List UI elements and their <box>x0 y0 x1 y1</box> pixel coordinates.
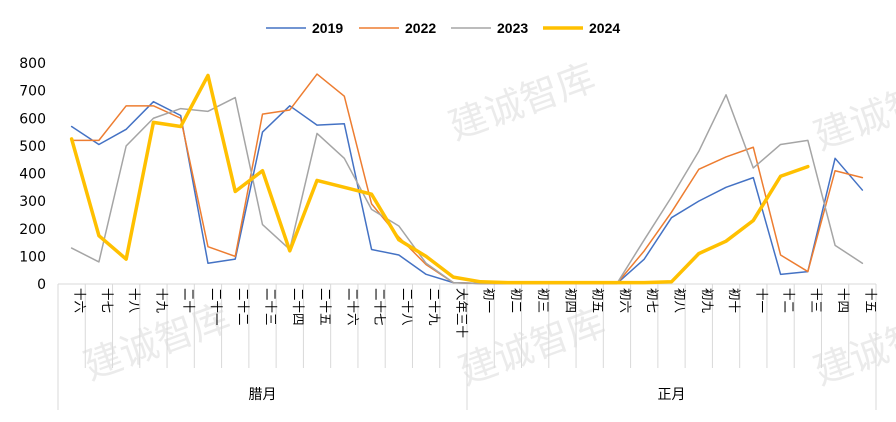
x-tick-label-大年三十: 大年三十 <box>454 288 469 338</box>
x-tick-label-廿四: 二十四 <box>291 288 306 326</box>
x-tick-label-十四: 十四 <box>836 288 851 313</box>
legend-label-2023: 2023 <box>497 20 528 36</box>
x-tick-label-二十: 二十 <box>182 288 197 313</box>
watermark-text-3: 建诚智库 <box>808 65 896 158</box>
y-tick-label-100: 100 <box>19 249 46 265</box>
x-tick-label-廿二: 二十二 <box>236 288 251 326</box>
x-tick-label-初八: 初八 <box>673 288 688 314</box>
x-tick-label-十二: 十二 <box>782 288 797 313</box>
x-tick-label-初三: 初三 <box>536 288 551 313</box>
group-label-1: 正月 <box>658 387 686 403</box>
legend-label-2019: 2019 <box>312 20 343 36</box>
series-line-2024 <box>69 73 810 285</box>
x-tick-label-廿七: 二十七 <box>373 288 388 326</box>
x-tick-label-廿六: 二十六 <box>345 288 360 326</box>
x-tick-label-十八: 十八 <box>127 288 142 314</box>
y-tick-label-600: 600 <box>19 111 46 127</box>
x-tick-label-廿三: 二十三 <box>264 288 279 326</box>
y-tick-label-400: 400 <box>19 167 46 183</box>
x-tick-label-初五: 初五 <box>591 288 606 313</box>
x-tick-label-初六: 初六 <box>618 288 633 313</box>
x-tick-label-初七: 初七 <box>645 288 660 313</box>
x-tick-label-十一: 十一 <box>754 288 769 313</box>
x-tick-label-十三: 十三 <box>809 288 824 313</box>
y-tick-label-0: 0 <box>37 277 46 293</box>
y-tick-label-800: 800 <box>19 56 46 72</box>
y-tick-label-200: 200 <box>19 222 46 238</box>
y-tick-label-500: 500 <box>19 139 46 155</box>
x-tick-label-初九: 初九 <box>700 288 715 314</box>
x-tick-label-十九: 十九 <box>154 288 169 314</box>
x-tick-label-初一: 初一 <box>482 288 497 313</box>
watermark-text-0: 建诚智库 <box>443 55 601 148</box>
x-tick-label-初十: 初十 <box>727 288 742 313</box>
x-tick-label-十五: 十五 <box>863 288 878 313</box>
series-line-2023 <box>70 94 864 285</box>
x-tick-label-十七: 十七 <box>100 288 115 313</box>
group-label-0: 腊月 <box>249 387 277 403</box>
y-tick-label-700: 700 <box>19 84 46 100</box>
x-tick-label-廿一: 二十一 <box>209 288 224 326</box>
x-tick-label-初四: 初四 <box>563 288 578 313</box>
x-tick-label-廿五: 二十五 <box>318 288 333 326</box>
x-tick-label-廿八: 二十八 <box>400 288 415 326</box>
legend-label-2024: 2024 <box>589 20 620 36</box>
watermark-text-2: 建诚智库 <box>453 300 611 393</box>
x-tick-label-廿九: 二十九 <box>427 288 442 326</box>
legend-label-2022: 2022 <box>405 20 436 36</box>
x-tick-label-十六: 十六 <box>73 288 88 313</box>
y-tick-label-300: 300 <box>19 194 46 210</box>
x-tick-label-初二: 初二 <box>509 288 524 313</box>
